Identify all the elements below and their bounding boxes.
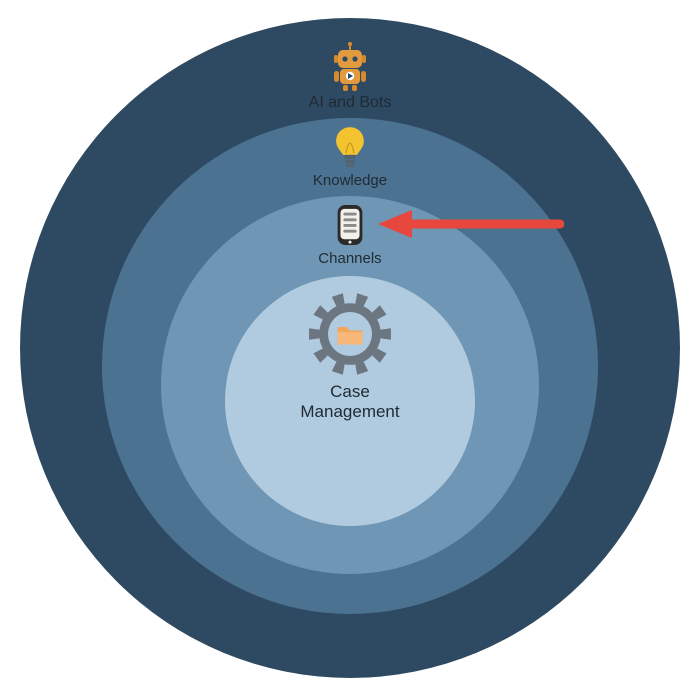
concentric-diagram: AI and Bots Knowledge Channels Case Mana… bbox=[0, 0, 700, 695]
ring-icon-case-management bbox=[306, 290, 394, 383]
callout-arrow bbox=[340, 196, 564, 257]
ring-label-ai-bots: AI and Bots bbox=[309, 94, 392, 112]
robot-icon bbox=[328, 42, 373, 92]
ring-label-case-management: Case Management bbox=[300, 382, 399, 421]
ring-icon-ai-bots bbox=[328, 42, 373, 97]
ring-icon-knowledge bbox=[334, 126, 366, 175]
gear-folder-icon bbox=[306, 290, 394, 378]
lightbulb-icon bbox=[334, 126, 366, 170]
ring-label-knowledge: Knowledge bbox=[313, 172, 387, 189]
